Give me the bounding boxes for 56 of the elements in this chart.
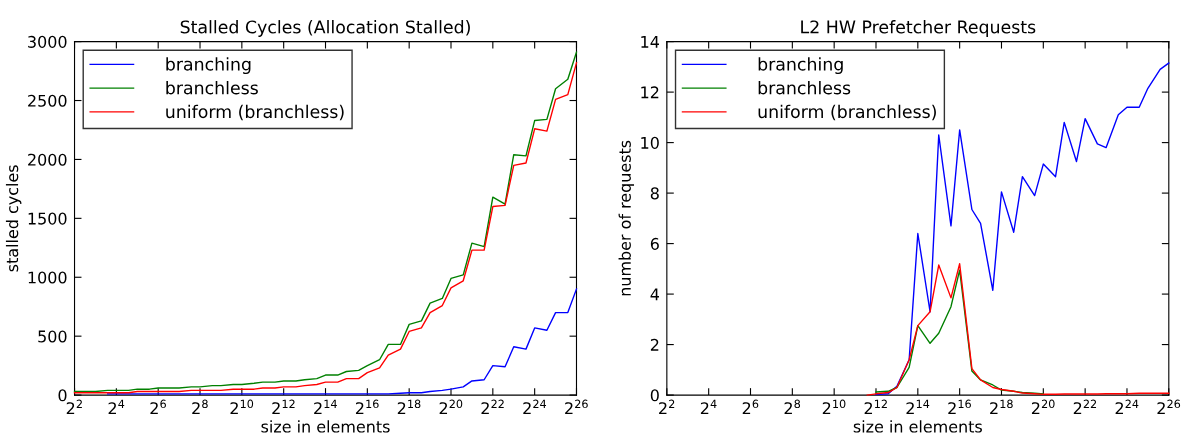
x-tick-label: 2$^{10}$ bbox=[822, 399, 846, 415]
x-tick-label: 2$^{4}$ bbox=[108, 399, 125, 415]
line-series bbox=[866, 263, 1170, 396]
x-tick-label: 2$^{22}$ bbox=[1073, 399, 1097, 415]
x-tick-label: 2$^{18}$ bbox=[990, 399, 1013, 415]
x-tick-label: 2$^{16}$ bbox=[948, 399, 971, 415]
y-tick-label: 1500 bbox=[28, 212, 67, 225]
x-tick-label: 2$^{20}$ bbox=[1031, 399, 1055, 415]
x-tick-label: 2$^{26}$ bbox=[565, 399, 588, 415]
y-tick-label: 4 bbox=[650, 288, 659, 301]
y-tick-label: 500 bbox=[38, 330, 67, 343]
x-tick-label: 2$^{4}$ bbox=[700, 399, 717, 415]
y-tick-label: 1000 bbox=[28, 271, 67, 284]
y-tick-label: 12 bbox=[641, 86, 659, 99]
x-tick-label: 2$^{8}$ bbox=[192, 399, 208, 415]
legend-label: branchless bbox=[758, 80, 851, 95]
line-series bbox=[106, 288, 578, 395]
chart-title: L2 HW Prefetcher Requests bbox=[801, 20, 1036, 37]
chart-title: Stalled Cycles (Allocation Stalled) bbox=[180, 20, 470, 37]
x-tick-label: 2$^{2}$ bbox=[659, 399, 675, 415]
x-tick-label: 2$^{12}$ bbox=[864, 399, 887, 415]
legend-label: branching bbox=[166, 57, 251, 75]
x-tick-label: 2$^{24}$ bbox=[1115, 399, 1139, 415]
y-axis-title: number of requests bbox=[618, 140, 635, 296]
y-tick-label: 3000 bbox=[28, 35, 67, 48]
legend-label: uniform (branchless) bbox=[166, 104, 344, 121]
x-tick-label: 2$^{14}$ bbox=[314, 399, 337, 415]
y-tick-label: 2000 bbox=[28, 153, 67, 166]
x-tick-label: 2$^{16}$ bbox=[355, 399, 379, 415]
x-tick-label: 2$^{20}$ bbox=[439, 399, 463, 415]
x-tick-label: 2$^{8}$ bbox=[784, 399, 801, 415]
x-tick-label: 2$^{26}$ bbox=[1157, 399, 1181, 415]
legend-label: branchless bbox=[166, 80, 258, 95]
y-tick-label: 2500 bbox=[28, 94, 67, 107]
line-series bbox=[875, 269, 1045, 395]
x-axis-title: size in elements bbox=[853, 420, 982, 433]
x-axis-title: size in elements bbox=[261, 420, 390, 433]
legend-label: branching bbox=[758, 57, 843, 75]
y-tick-label: 0 bbox=[58, 389, 67, 402]
x-tick-label: 2$^{24}$ bbox=[523, 399, 547, 415]
y-axis-title: stalled cycles bbox=[5, 165, 22, 272]
y-tick-label: 0 bbox=[650, 389, 659, 402]
x-tick-label: 2$^{14}$ bbox=[906, 399, 930, 415]
y-tick-label: 6 bbox=[650, 237, 659, 250]
legend-label: uniform (branchless) bbox=[758, 104, 936, 121]
x-tick-label: 2$^{10}$ bbox=[230, 399, 254, 415]
y-tick-label: 10 bbox=[641, 136, 659, 149]
x-tick-label: 2$^{12}$ bbox=[272, 399, 295, 415]
x-tick-label: 2$^{6}$ bbox=[742, 399, 759, 415]
x-tick-label: 2$^{18}$ bbox=[397, 399, 421, 415]
x-tick-label: 2$^{6}$ bbox=[150, 399, 166, 415]
y-tick-label: 14 bbox=[641, 36, 659, 48]
y-tick-label: 2 bbox=[650, 338, 659, 351]
x-tick-label: 2$^{22}$ bbox=[481, 399, 504, 415]
y-tick-label: 8 bbox=[650, 187, 659, 200]
x-tick-label: 2$^{2}$ bbox=[66, 399, 82, 415]
